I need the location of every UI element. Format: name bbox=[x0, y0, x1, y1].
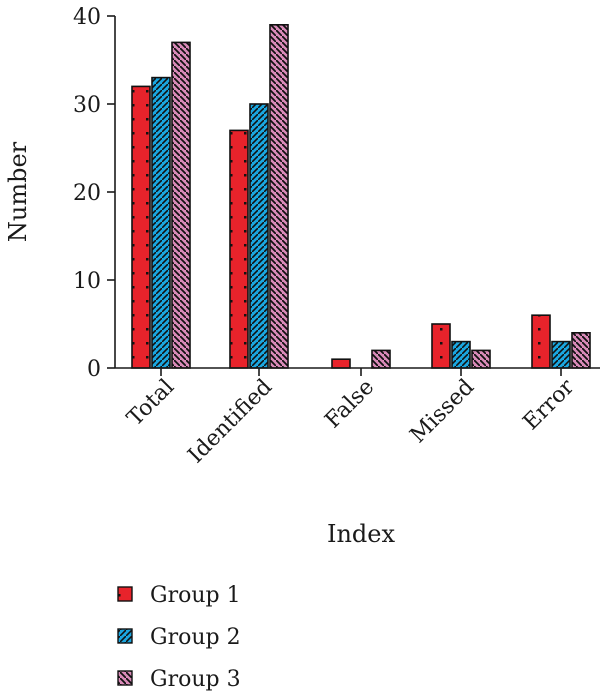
bar-false-series-3 bbox=[371, 349, 391, 369]
bar-missed-series-1 bbox=[431, 323, 451, 369]
x-axis-title: Index bbox=[327, 520, 396, 548]
legend-swatch-series-1 bbox=[117, 586, 133, 602]
legend-label-series-2: Group 2 bbox=[150, 625, 241, 650]
bars-layer bbox=[131, 23, 591, 369]
bar-total-series-1 bbox=[131, 85, 151, 369]
y-tick-label: 20 bbox=[73, 181, 101, 206]
bar-identified-series-2 bbox=[249, 103, 269, 369]
x-tick-label: Error bbox=[519, 374, 580, 435]
y-tick-label: 10 bbox=[73, 269, 101, 294]
y-tick-label: 0 bbox=[87, 357, 101, 382]
x-tick-label: Total bbox=[123, 375, 180, 432]
bar-false-series-1 bbox=[331, 358, 351, 369]
bar-missed-series-2 bbox=[451, 340, 471, 369]
y-axis-title: Number bbox=[4, 141, 32, 242]
bar-error-series-1 bbox=[531, 314, 551, 369]
legend: Group 1 Group 2 Group 3 bbox=[117, 583, 241, 692]
bar-error-series-3 bbox=[571, 331, 591, 369]
y-tick-label: 30 bbox=[73, 93, 101, 118]
bar-total-series-2 bbox=[151, 76, 171, 369]
bar-missed-series-3 bbox=[471, 349, 491, 369]
x-tick-label: False bbox=[320, 375, 379, 434]
y-tick-label: 40 bbox=[73, 5, 101, 30]
bar-error-series-2 bbox=[551, 340, 571, 369]
legend-swatch-series-3 bbox=[117, 670, 133, 686]
legend-label-series-3: Group 3 bbox=[150, 667, 241, 692]
legend-label-series-1: Group 1 bbox=[150, 583, 241, 608]
bar-identified-series-1 bbox=[229, 129, 249, 369]
x-ticks: Total Identified False Missed Error bbox=[123, 368, 580, 468]
bar-identified-series-3 bbox=[269, 23, 289, 369]
y-ticks: 0 10 20 30 40 bbox=[73, 5, 115, 382]
x-tick-label: Missed bbox=[406, 375, 480, 449]
bar-total-series-3 bbox=[171, 41, 191, 369]
x-tick-label: Identified bbox=[183, 375, 277, 469]
legend-swatch-series-2 bbox=[117, 628, 133, 644]
